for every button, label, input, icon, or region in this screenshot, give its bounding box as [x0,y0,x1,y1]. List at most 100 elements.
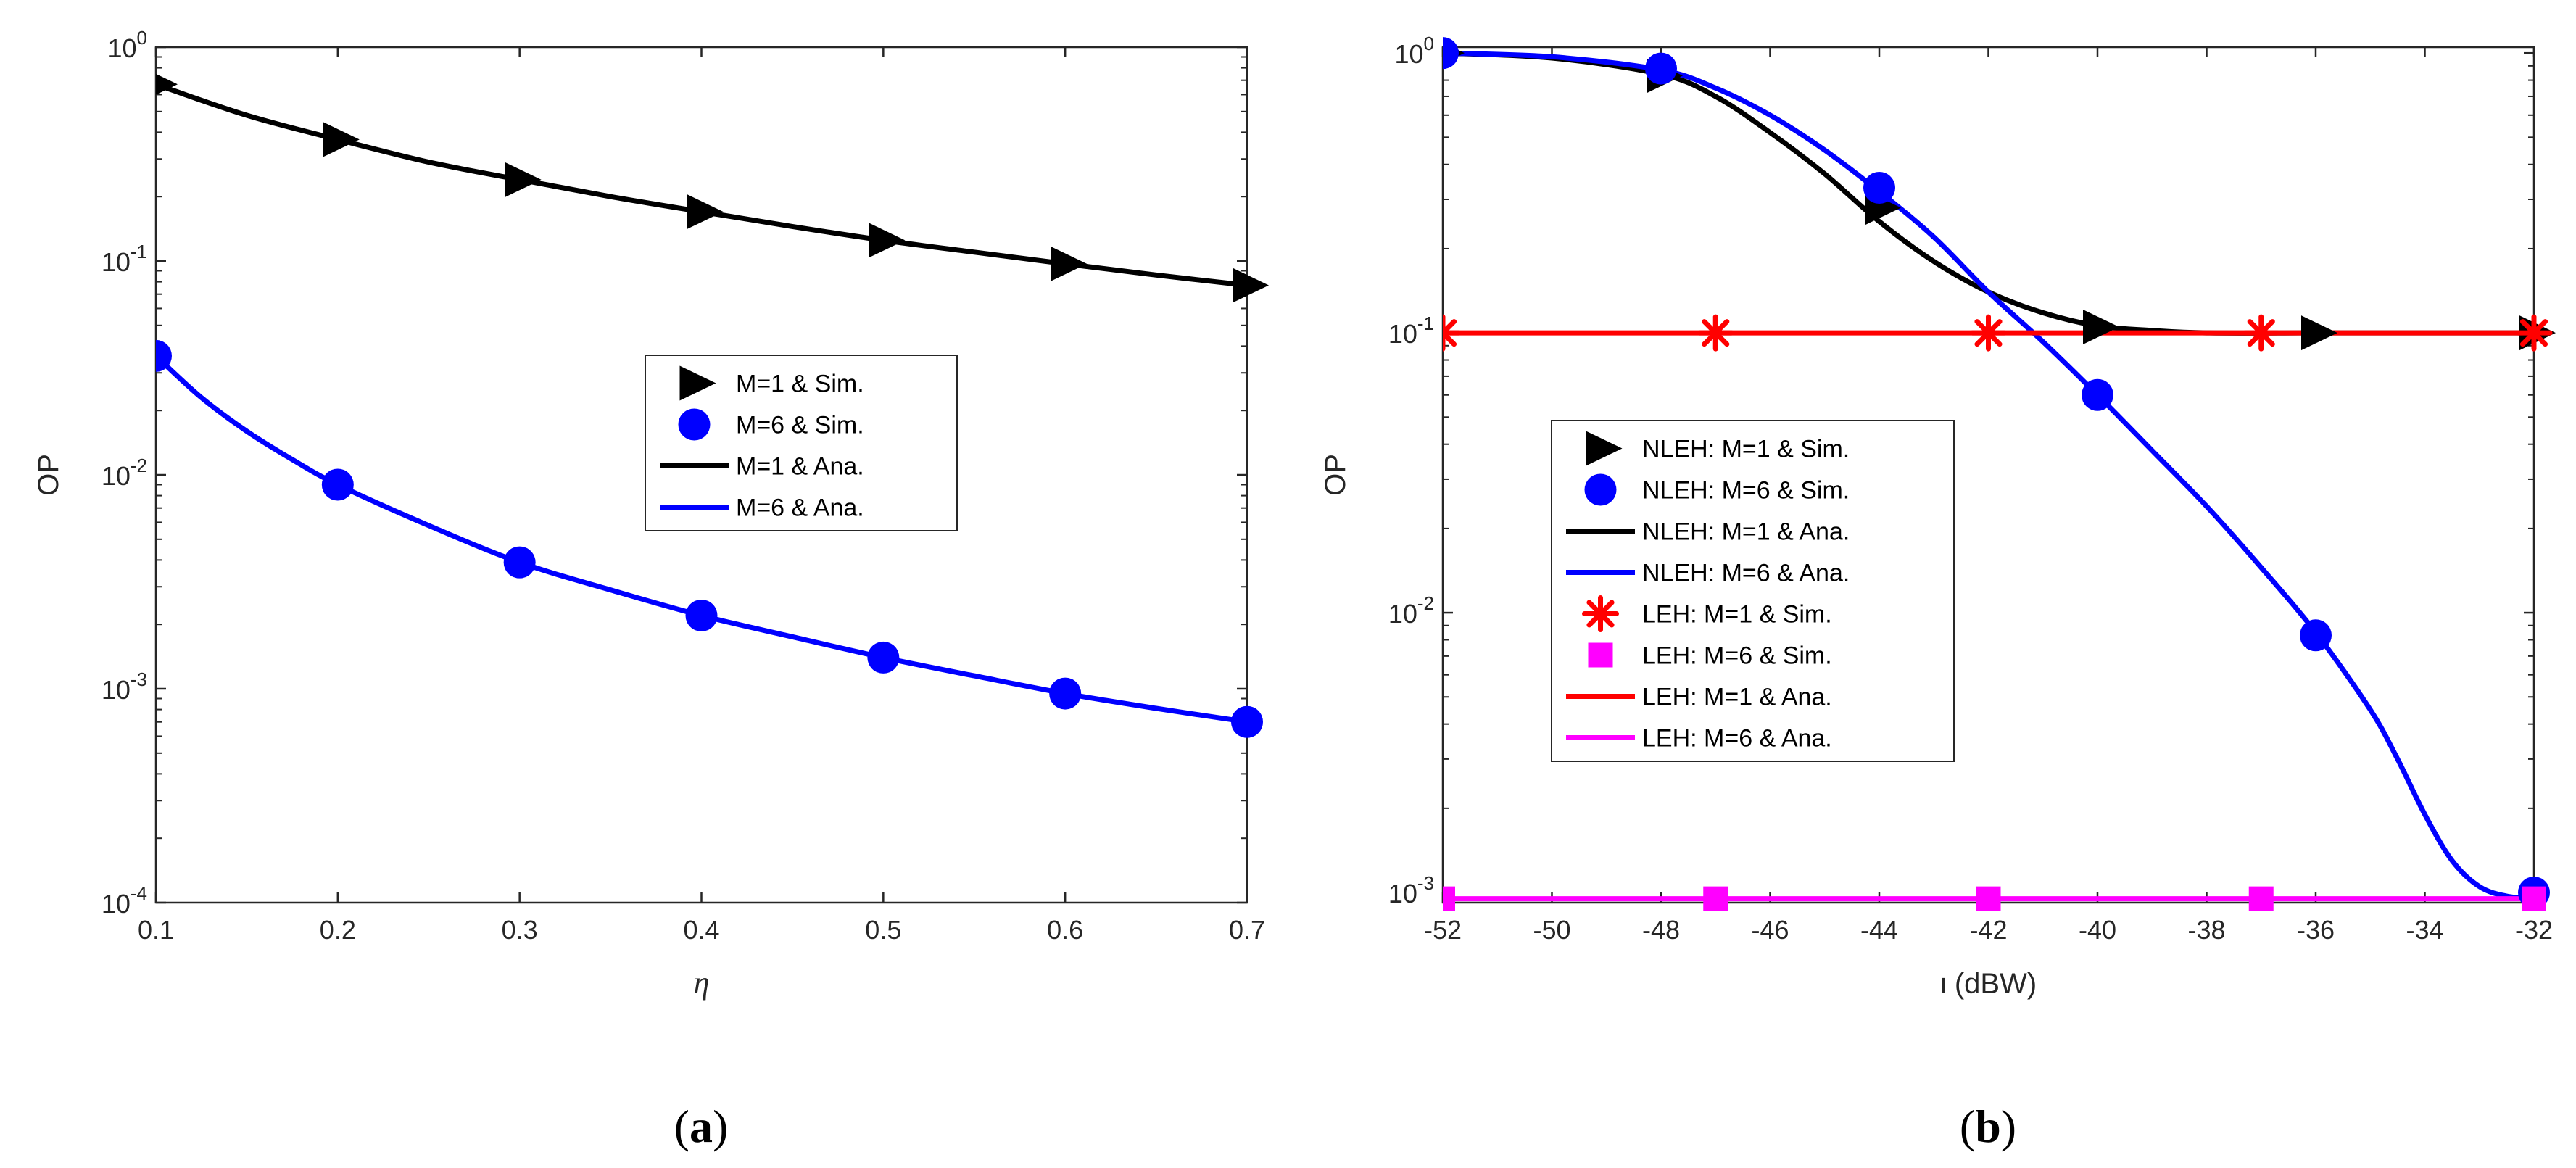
legend-swatch-marker [679,365,716,401]
y-tick-exponent: -2 [1417,592,1434,614]
subfigure-caption: (a) [674,1101,729,1152]
legend-label: M=6 & Sim. [736,412,864,439]
series-markers-m-1-sim- [156,73,1269,303]
caption-letter: b [1975,1101,2001,1152]
legend: M=1 & Sim. M=6 & Sim. M=1 & Ana. M=6 & Ana. [645,355,958,531]
legend-label: NLEH: M=1 & Ana. [1642,518,1850,546]
legend-item: LEH: M=1 & Ana. [1566,684,1832,711]
x-tick-label: 0.5 [865,915,901,945]
legend-box [1551,420,1955,762]
x-axis: -52 -50 -48 -46 -44 -42 -40 -38 -36 -34 -32 [1424,47,2553,945]
data-point [156,339,172,372]
legend-swatch-marker [678,408,711,441]
asterisk-stroke [1443,319,1457,337]
data-point [1049,677,1082,710]
data-point [2522,886,2546,911]
data-point [1443,886,1455,911]
legend-item: M=1 & Sim. [679,365,864,401]
legend-item: NLEH: M=1 & Sim. [1586,431,1850,466]
x-tick-label: 0.6 [1047,915,1083,945]
x-tick-label: -50 [1533,915,1570,945]
y-tick-label: 10-2 [102,455,147,491]
legend-label: LEH: M=6 & Ana. [1642,725,1832,753]
legend-item: M=1 & Ana. [660,453,864,481]
data-point [2515,314,2553,352]
data-point [1976,886,2001,911]
asterisk-stroke [1702,319,1730,347]
data-point [2301,315,2337,351]
data-point [2242,314,2280,352]
asterisk-stroke [1974,319,2003,347]
data-point [1970,314,2007,352]
subfigure-caption: (b) [1960,1101,2016,1152]
x-axis-label: η [694,965,710,1001]
legend-swatch-marker [1588,642,1613,668]
x-tick-label: -40 [2079,915,2116,945]
y-tick-exponent: 0 [1424,33,1434,54]
data-point [687,194,724,230]
data-point [321,468,354,501]
x-tick-label: -36 [2297,915,2335,945]
caption-open-paren: ( [1960,1101,1975,1152]
y-tick-label: 10-4 [102,882,147,919]
plot-area [156,73,1269,738]
y-tick-base: 10 [102,675,131,705]
data-point [867,641,900,674]
y-tick-base: 10 [102,889,131,919]
x-tick-label: -52 [1424,915,1462,945]
y-tick-exponent: -3 [131,668,147,690]
data-point [1443,37,1459,70]
x-tick-label: 0.2 [320,915,356,945]
data-point [2083,309,2119,344]
legend-item: M=6 & Sim. [678,408,864,441]
legend: NLEH: M=1 & Sim. NLEH: M=6 & Sim. NLEH: M=… [1551,420,1955,762]
asterisk-stroke [2247,319,2275,347]
data-point [323,122,360,157]
data-point [1645,52,1677,85]
data-point [1703,886,1728,911]
y-axis-label: OP [33,454,65,496]
y-tick-label: 10-2 [1388,592,1434,629]
chart-b: -52 -50 -48 -46 -44 -42 -40 -38 -36 -34 -3210010-1… [1320,33,2556,1152]
legend-item: NLEH: M=1 & Ana. [1566,518,1850,546]
legend-label: M=1 & Ana. [736,453,864,481]
legend-swatch-marker [1586,431,1623,466]
data-point [1231,705,1263,738]
x-tick-label: -42 [1969,915,2007,945]
x-tick-label: -46 [1751,915,1789,945]
data-point [1051,246,1088,281]
x-axis-label: ι (dBW) [1940,968,2037,1000]
y-tick-exponent: -2 [131,455,147,476]
data-point [869,223,906,258]
y-axis-label: OP [1320,454,1351,496]
x-tick-label: -32 [2515,915,2553,945]
y-tick-exponent: -1 [131,241,147,262]
y-tick-base: 10 [102,461,131,491]
legend-label: LEH: M=1 & Ana. [1642,684,1832,711]
chart-a: 0.1 0.2 0.3 0.4 0.5 0.6 0.710010-110-210-310-4… [33,27,1269,1152]
y-tick-label: 100 [1394,33,1434,69]
series-markers-leh-m-6-sim- [1443,886,2546,911]
y-tick-exponent: -3 [1417,872,1434,894]
data-point [1697,314,1734,352]
data-point [1443,314,1462,352]
x-tick-label: -38 [2187,915,2225,945]
legend-item: LEH: M=6 & Ana. [1566,725,1832,753]
x-tick-label: 0.3 [502,915,538,945]
legend-item: NLEH: M=6 & Ana. [1566,560,1850,587]
legend-label: M=6 & Ana. [736,494,864,522]
legend-item: LEH: M=6 & Sim. [1588,642,1832,670]
legend-label: NLEH: M=1 & Sim. [1642,436,1850,463]
series-markers-leh-m-1-sim- [1443,314,2553,352]
y-tick-exponent: 0 [137,27,147,49]
y-tick-label: 10-3 [102,668,147,705]
caption-letter: a [689,1101,713,1152]
x-tick-label: -48 [1642,915,1680,945]
x-tick-label: 0.7 [1229,915,1265,945]
data-point [685,599,718,631]
data-point [2248,886,2274,911]
y-tick-base: 10 [1394,39,1423,69]
data-point [503,546,536,579]
